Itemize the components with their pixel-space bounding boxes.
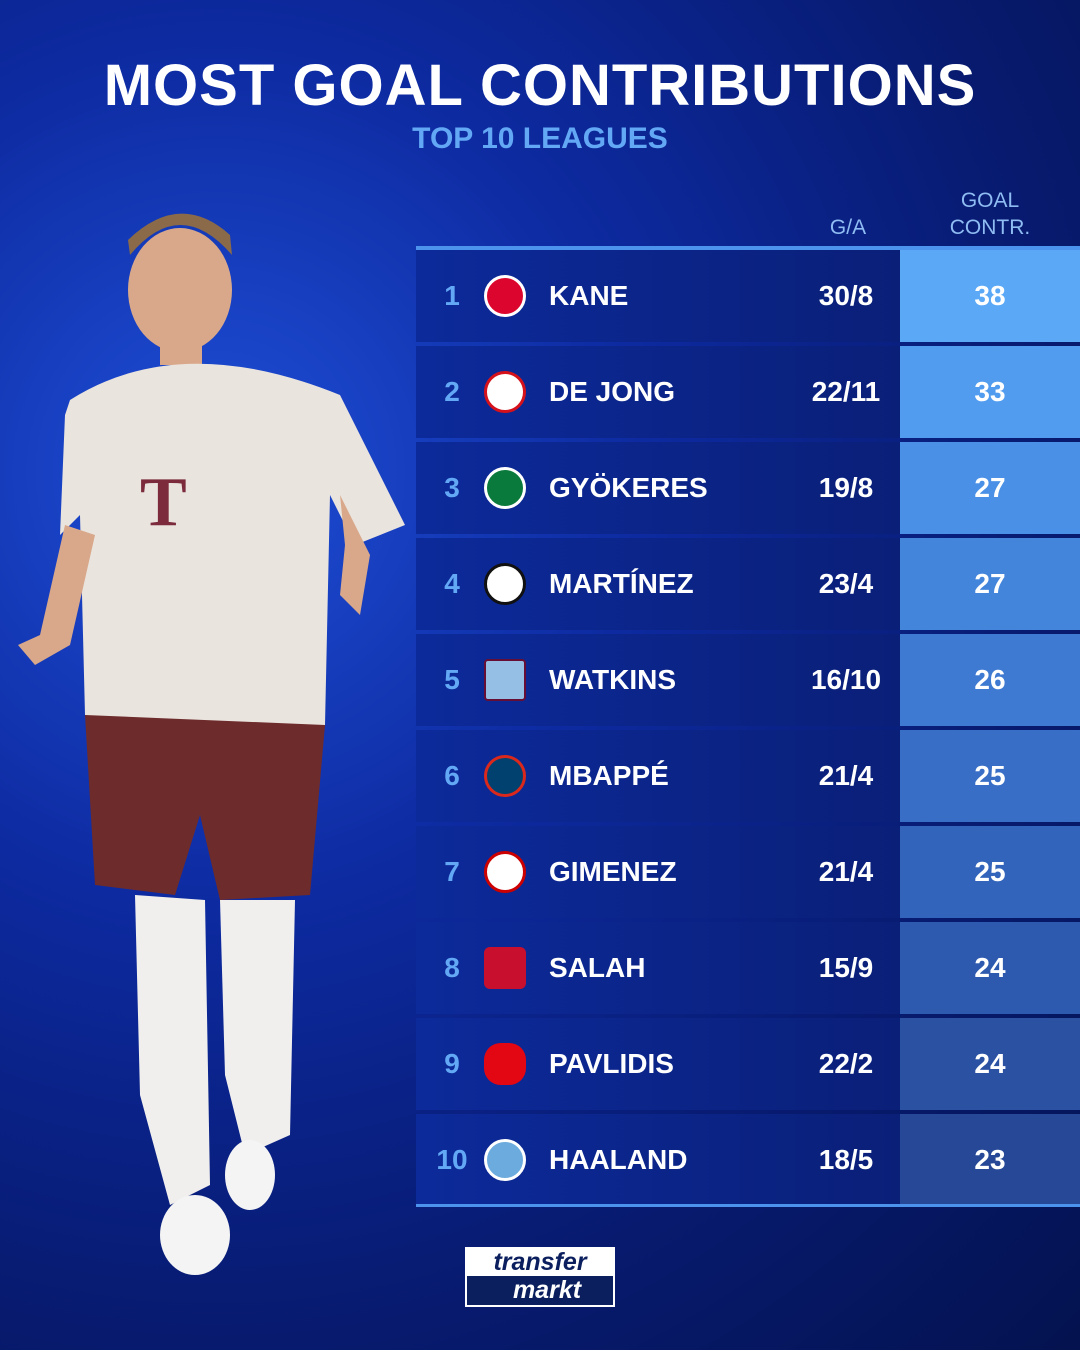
table-row: 10 HAALAND 18/5 23 [416, 1114, 1080, 1206]
table-row: 1 KANE 30/8 38 [416, 250, 1080, 342]
az-alkmaar-crest-icon [484, 1043, 526, 1085]
column-header-goal-contr-line1: GOAL [960, 189, 1020, 212]
row-rank: 5 [444, 664, 460, 695]
goal-contributions: 38 [900, 250, 1080, 342]
player-name: GYÖKERES [549, 472, 708, 503]
goal-contributions: 26 [900, 634, 1080, 726]
goal-contributions: 23 [900, 1114, 1080, 1206]
page-title: MOST GOAL CONTRIBUTIONS [103, 53, 977, 118]
goals-assists: 23/4 [818, 568, 874, 599]
column-header-goal-contr-line2: CONTR. [949, 216, 1031, 239]
row-rank: 8 [444, 952, 460, 983]
goals-assists: 18/5 [818, 1144, 874, 1175]
table-bottom-divider [416, 1204, 1080, 1207]
page-subtitle: TOP 10 LEAGUES [412, 122, 668, 155]
table-row: 5 WATKINS 16/10 26 [416, 634, 1080, 726]
player-name: HAALAND [549, 1144, 688, 1175]
column-header-ga: G/A [829, 216, 867, 239]
table-row: 4 MARTÍNEZ 23/4 27 [416, 538, 1080, 630]
liverpool-crest-icon [484, 947, 526, 989]
goal-contributions: 24 [900, 922, 1080, 1014]
player-name: MARTÍNEZ [549, 568, 694, 599]
player-name: MBAPPÉ [549, 760, 669, 791]
goals-assists: 21/4 [818, 760, 874, 791]
psg-crest-icon [484, 755, 526, 797]
feyenoord-crest-icon [484, 851, 526, 893]
goal-contributions: 25 [900, 826, 1080, 918]
goals-assists: 16/10 [810, 664, 882, 695]
goals-assists: 21/4 [818, 856, 874, 887]
table-row: 3 GYÖKERES 19/8 27 [416, 442, 1080, 534]
table-row: 8 SALAH 15/9 24 [416, 922, 1080, 1014]
row-rank: 4 [444, 568, 460, 599]
row-rank: 10 [436, 1144, 468, 1175]
column-header-goal-contr: GOAL CONTR. [900, 187, 1080, 241]
goal-contributions: 25 [900, 730, 1080, 822]
logo-line1: transfer [493, 1248, 587, 1276]
goals-assists: 22/2 [818, 1048, 874, 1079]
goal-contributions: 24 [900, 1018, 1080, 1110]
logo-line2: markt [467, 1276, 613, 1305]
bayern-munich-crest-icon [484, 275, 526, 317]
goals-assists: 19/8 [818, 472, 874, 503]
table-row: 7 GIMENEZ 21/4 25 [416, 826, 1080, 918]
row-rank: 9 [444, 1048, 460, 1079]
player-name: DE JONG [549, 376, 676, 407]
manchester-city-crest-icon [484, 1139, 526, 1181]
goals-assists: 15/9 [818, 952, 874, 983]
row-rank: 6 [444, 760, 460, 791]
transfermarkt-logo: transfer markt [465, 1247, 615, 1307]
sporting-cp-crest-icon [484, 467, 526, 509]
player-photo: T [18, 213, 405, 1275]
svg-text:T: T [140, 464, 187, 541]
player-name: KANE [549, 280, 629, 311]
table-row: 9 PAVLIDIS 22/2 24 [416, 1018, 1080, 1110]
player-name: WATKINS [549, 664, 677, 695]
row-rank: 3 [444, 472, 460, 503]
row-rank: 7 [444, 856, 460, 887]
goals-assists: 22/11 [811, 376, 881, 407]
goals-assists: 30/8 [818, 280, 874, 311]
inter-crest-icon [484, 563, 526, 605]
player-name: SALAH [549, 952, 646, 983]
row-rank: 1 [444, 280, 460, 311]
player-name: GIMENEZ [549, 856, 677, 887]
goal-contributions: 33 [900, 346, 1080, 438]
goal-contributions: 27 [900, 538, 1080, 630]
table-top-divider [416, 246, 1080, 250]
player-name: PAVLIDIS [549, 1048, 674, 1079]
row-rank: 2 [444, 376, 460, 407]
table-row: 2 DE JONG 22/11 33 [416, 346, 1080, 438]
psv-crest-icon [484, 371, 526, 413]
aston-villa-crest-icon [484, 659, 526, 701]
goal-contributions: 27 [900, 442, 1080, 534]
table-row: 6 MBAPPÉ 21/4 25 [416, 730, 1080, 822]
